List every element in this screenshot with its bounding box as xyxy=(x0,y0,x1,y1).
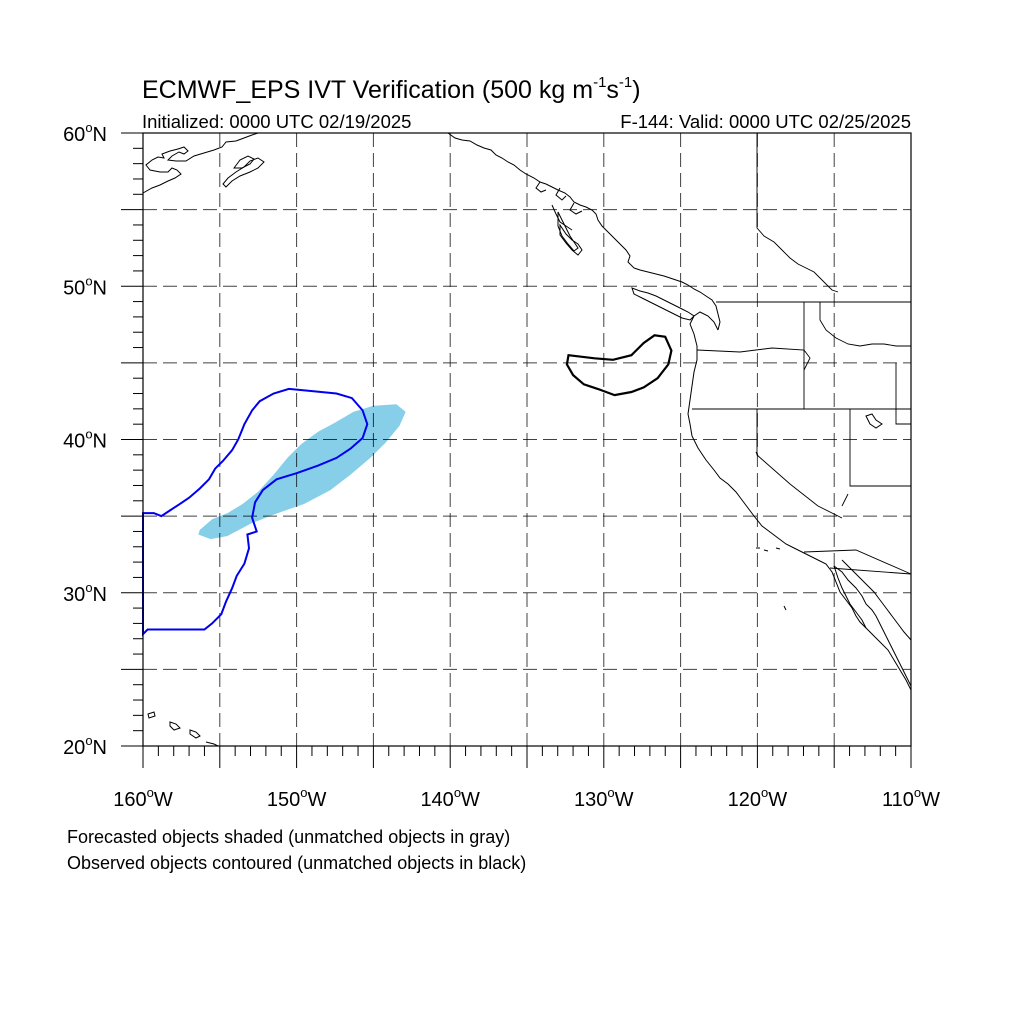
lat-tick-label: 40oN xyxy=(63,427,107,453)
latitude-labels: 60oN 50oN 40oN 30oN 20oN xyxy=(63,120,107,759)
lon-tick-label: 130oW xyxy=(574,785,634,811)
observed-object-unmatched-contour xyxy=(565,334,673,397)
lon-tick-label: 160oW xyxy=(113,785,173,811)
lake-tahoe xyxy=(755,451,759,457)
valid-label: F-144: Valid: 0000 UTC 02/25/2025 xyxy=(620,111,911,132)
initialized-label: Initialized: 0000 UTC 02/19/2025 xyxy=(142,111,411,132)
lon-tick-label: 150oW xyxy=(267,785,327,811)
lon-tick-label: 120oW xyxy=(728,785,788,811)
haida-gwaii xyxy=(557,211,579,252)
alaska-coastline xyxy=(142,132,259,194)
us-west-coastline xyxy=(687,311,912,691)
longitude-labels: 160oW 150oW 140oW 130oW 120oW 110oW xyxy=(113,785,940,811)
baja-california xyxy=(833,565,912,687)
lon-tick-label: 110oW xyxy=(882,785,940,811)
axis-ticks xyxy=(121,132,912,768)
map-plot-area xyxy=(121,132,912,768)
kodiak-island xyxy=(222,157,265,188)
northwest-coastline xyxy=(447,132,721,331)
coastlines-and-borders xyxy=(142,132,912,747)
coast-inlets xyxy=(535,181,583,256)
lat-tick-label: 60oN xyxy=(63,120,107,146)
lat-tick-label: 20oN xyxy=(63,733,107,759)
observed-object-matched-contour xyxy=(142,387,369,637)
legend-note-observed: Observed objects contoured (unmatched ob… xyxy=(67,853,526,873)
kodiak-island-2 xyxy=(233,155,255,169)
great-salt-lake xyxy=(865,413,883,429)
lon-tick-label: 140oW xyxy=(420,785,480,811)
lat-tick-label: 50oN xyxy=(63,273,107,299)
channel-islands xyxy=(756,547,787,611)
vancouver-island xyxy=(631,287,695,321)
legend-note-forecast: Forecasted objects shaded (unmatched obj… xyxy=(67,827,510,847)
mexico-border xyxy=(829,567,912,575)
gulf-of-california xyxy=(841,559,912,641)
chart-title: ECMWF_EPS IVT Verification (500 kg m-1s-… xyxy=(142,74,641,104)
state-borders xyxy=(692,133,912,575)
graticule xyxy=(143,133,911,746)
hawaii-islands xyxy=(147,711,219,747)
lat-tick-label: 30oN xyxy=(63,580,107,606)
